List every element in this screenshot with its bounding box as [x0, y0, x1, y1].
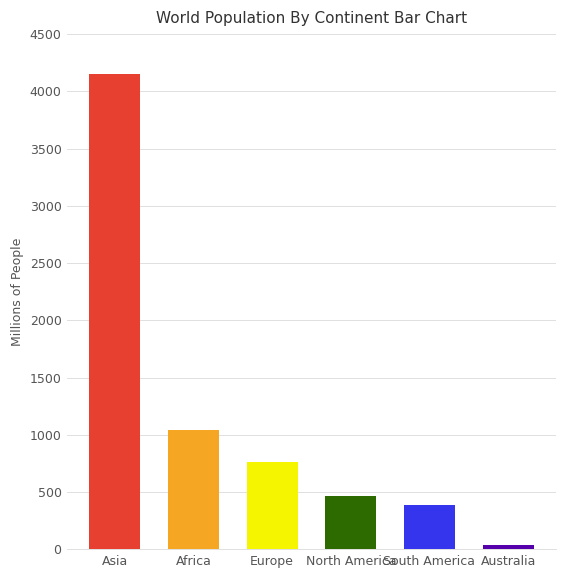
Bar	[168, 430, 219, 549]
Bar	[325, 496, 376, 549]
Bar	[90, 74, 141, 549]
Bar	[483, 545, 534, 549]
Y-axis label: Millions of People: Millions of People	[11, 237, 24, 346]
Title: World Population By Continent Bar Chart: World Population By Continent Bar Chart	[156, 11, 467, 26]
Bar	[404, 505, 455, 549]
Bar	[247, 463, 298, 549]
